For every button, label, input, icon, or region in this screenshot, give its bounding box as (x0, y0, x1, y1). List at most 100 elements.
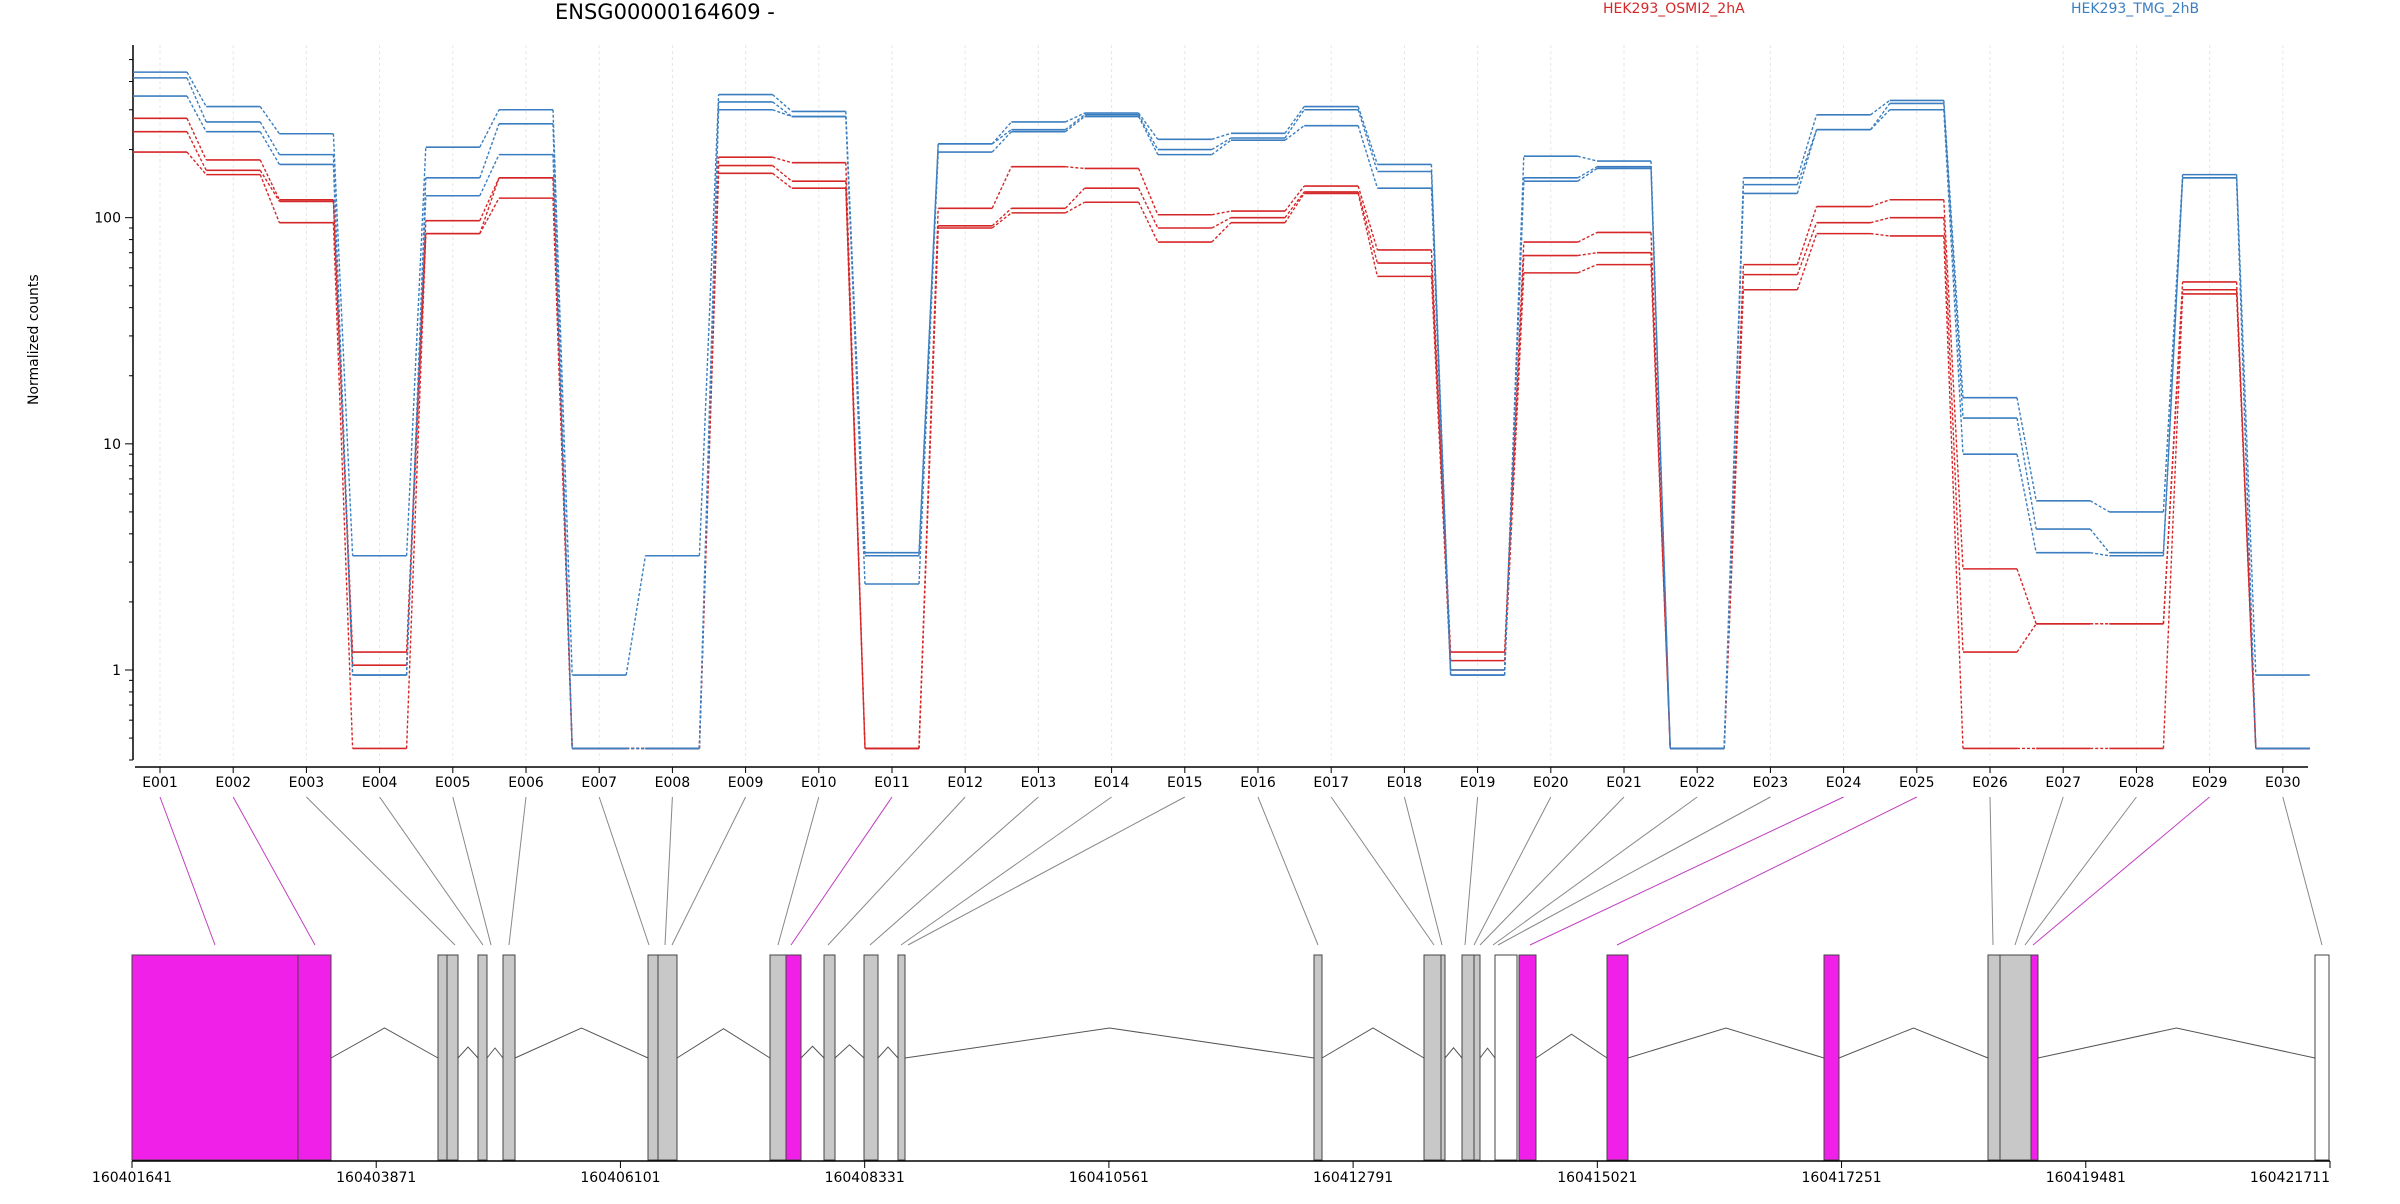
x-tick-label: E012 (947, 775, 983, 791)
x-tick-label: E022 (1679, 775, 1715, 791)
x-tick-label: E019 (1460, 775, 1496, 791)
exon-link-line (664, 796, 673, 946)
series-connector (186, 95, 2257, 750)
intron-line (1535, 1033, 1608, 1059)
y-tick-label: 10 (103, 437, 121, 453)
intron-line (834, 1044, 865, 1059)
exon-link-line (1989, 796, 1994, 946)
exon-link-line (159, 796, 216, 946)
x-tick-label: E024 (1826, 775, 1862, 791)
intron-line (877, 1046, 899, 1059)
intron-line (514, 1027, 649, 1059)
x-tick-label: E025 (1899, 775, 1935, 791)
x-tick-label: E017 (1313, 775, 1349, 791)
genomic-tick-label: 160415021 (1557, 1170, 1637, 1186)
x-tick-label: E007 (581, 775, 617, 791)
genomic-tick-label: 160410561 (1069, 1170, 1149, 1186)
x-tick-label: E014 (1094, 775, 1130, 791)
exon-link-line (790, 796, 893, 946)
exon-box (502, 954, 516, 1161)
x-tick-label: E029 (2192, 775, 2228, 791)
exon-box (1473, 954, 1481, 1161)
x-tick-label: E023 (1753, 775, 1789, 791)
x-tick-label: E005 (435, 775, 471, 791)
x-tick-label: E011 (874, 775, 910, 791)
exon-box (1494, 954, 1518, 1161)
exon-box (1823, 954, 1840, 1161)
genomic-tick-label: 160408331 (825, 1170, 905, 1186)
intron-line (457, 1046, 479, 1059)
x-tick-label: E013 (1021, 775, 1057, 791)
chart-title: ENSG00000164609 - (555, 0, 775, 24)
intron-line (1627, 1027, 1825, 1059)
exon-box (823, 954, 836, 1161)
x-tick-label: E027 (2045, 775, 2081, 791)
exon-link-line (827, 796, 966, 946)
intron-line (486, 1047, 504, 1059)
exon-box (1423, 954, 1442, 1161)
x-tick-label: E015 (1167, 775, 1203, 791)
exon-box (863, 954, 879, 1161)
exon-box (657, 954, 678, 1161)
intron-line (800, 1045, 825, 1059)
exon-box (1999, 954, 2032, 1161)
exon-link-line (1257, 796, 1319, 946)
genomic-tick-label: 160401641 (92, 1170, 172, 1186)
x-tick-label: E009 (728, 775, 764, 791)
x-tick-label: E020 (1533, 775, 1569, 791)
exon-box (1313, 954, 1323, 1161)
genomic-tick-label: 160421711 (2250, 1170, 2330, 1186)
exon-box (2314, 954, 2330, 1161)
exon-box (785, 954, 802, 1161)
exon-box (131, 954, 299, 1161)
y-tick-label: 1 (112, 663, 121, 679)
x-tick-label: E008 (655, 775, 691, 791)
exon-box (1440, 954, 1446, 1161)
exon-link-line (1473, 796, 1552, 946)
intron-line (330, 1027, 439, 1059)
intron-line (1479, 1047, 1496, 1059)
exon-box (897, 954, 906, 1161)
exon-link-line (508, 796, 527, 946)
genomic-tick-label: 160406101 (580, 1170, 660, 1186)
exon-link-line (598, 796, 650, 946)
genomic-tick-label: 160417251 (1801, 1170, 1881, 1186)
exon-link-line (869, 796, 1039, 946)
exon-link-line (232, 796, 316, 946)
exon-link-line (2032, 796, 2210, 946)
x-tick-label: E003 (289, 775, 325, 791)
intron-line (1444, 1046, 1463, 1059)
exon-box (446, 954, 459, 1161)
exon-link-line (2024, 796, 2137, 946)
series-connector (186, 77, 2257, 750)
exon-box (1606, 954, 1629, 1161)
x-tick-label: E028 (2119, 775, 2155, 791)
series-connector (186, 151, 2257, 750)
exon-link-line (900, 796, 1112, 946)
series-connector (186, 71, 2257, 749)
x-tick-label: E002 (215, 775, 251, 791)
exon-link-line (671, 796, 747, 946)
y-axis-label: Normalized counts (26, 274, 42, 405)
x-tick-label: E018 (1387, 775, 1423, 791)
exon-link-line (1492, 796, 1698, 946)
exon-link-line (1529, 796, 1844, 946)
exon-link-line (2014, 796, 2064, 946)
intron-line (2037, 1027, 2316, 1059)
intron-line (1321, 1027, 1425, 1059)
x-tick-label: E001 (142, 775, 178, 791)
exon-link-line (2282, 796, 2323, 946)
genomic-tick-label: 160419481 (2046, 1170, 2126, 1186)
legend-entry-osmi2: HEK293_OSMI2_2hA (1603, 1, 1745, 17)
series-connector (186, 118, 2257, 750)
exon-link-line (1403, 796, 1443, 946)
intron-line (676, 1028, 771, 1059)
intron-line (1838, 1027, 1989, 1059)
exon-box (1461, 954, 1475, 1161)
exon-box (1518, 954, 1537, 1161)
y-tick-label: 100 (94, 211, 121, 227)
x-tick-label: E010 (801, 775, 837, 791)
exon-link-line (1330, 796, 1435, 946)
exon-box (297, 954, 332, 1161)
